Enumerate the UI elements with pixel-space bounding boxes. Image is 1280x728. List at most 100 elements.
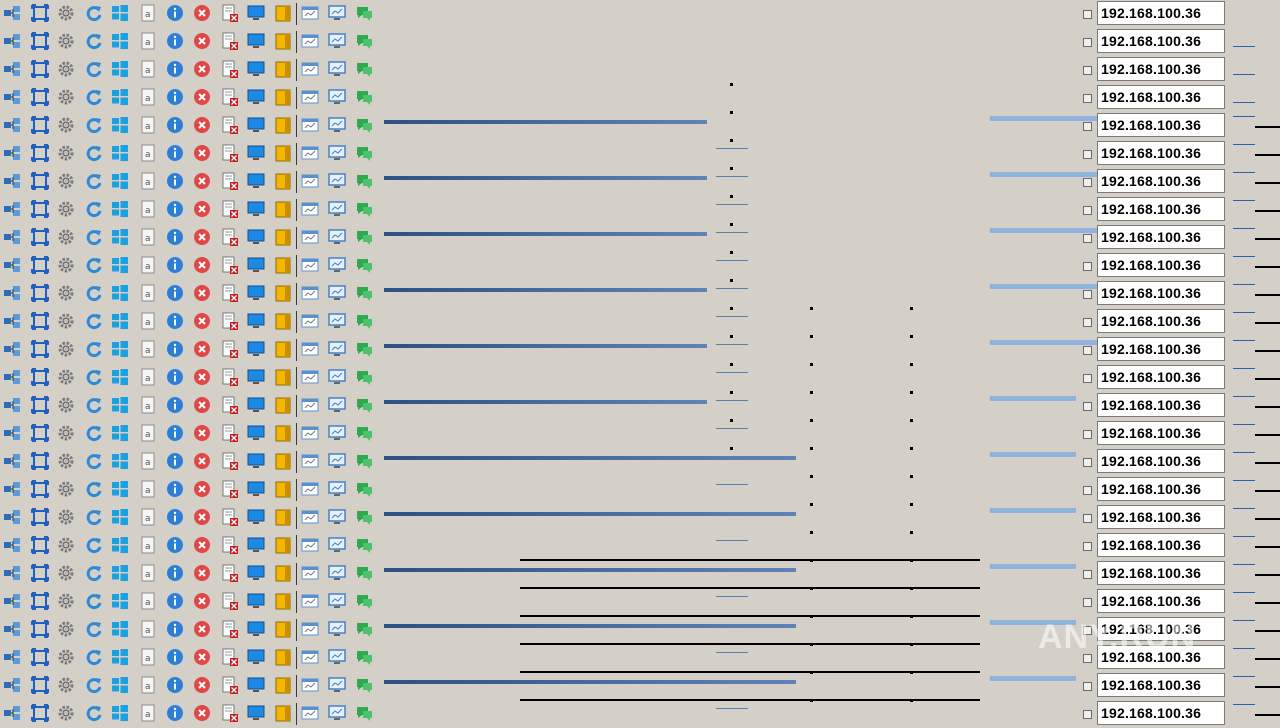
windows-logo-button[interactable] <box>109 30 131 52</box>
document-a-button[interactable]: a <box>137 114 159 136</box>
info-button[interactable] <box>164 506 186 528</box>
document-a-button[interactable]: a <box>137 646 159 668</box>
document-a-button[interactable]: a <box>137 142 159 164</box>
remove-file-button[interactable] <box>219 282 241 304</box>
network-connections-button[interactable] <box>1 366 23 388</box>
folder-yellow-button[interactable] <box>272 702 294 724</box>
close-red-button[interactable] <box>191 534 213 556</box>
remove-file-button[interactable] <box>219 58 241 80</box>
desktop-monitor-button[interactable] <box>326 30 348 52</box>
info-button[interactable] <box>164 310 186 332</box>
screen-capture-button[interactable] <box>29 2 51 24</box>
network-connections-button[interactable] <box>1 674 23 696</box>
ip-address-field[interactable]: 192.168.100.36 <box>1097 673 1225 697</box>
chat-bubble-button[interactable] <box>353 646 375 668</box>
screen-capture-button[interactable] <box>29 394 51 416</box>
folder-yellow-button[interactable] <box>272 198 294 220</box>
remove-file-button[interactable] <box>219 534 241 556</box>
close-red-button[interactable] <box>191 170 213 192</box>
network-connections-button[interactable] <box>1 562 23 584</box>
document-a-button[interactable]: a <box>137 226 159 248</box>
document-a-button[interactable]: a <box>137 30 159 52</box>
chat-bubble-button[interactable] <box>353 226 375 248</box>
chat-bubble-button[interactable] <box>353 366 375 388</box>
settings-gear-button[interactable] <box>55 114 77 136</box>
network-connections-button[interactable] <box>1 646 23 668</box>
ip-address-field[interactable]: 192.168.100.36 <box>1097 477 1225 501</box>
window-small-button[interactable] <box>296 142 321 165</box>
close-red-button[interactable] <box>191 422 213 444</box>
remove-file-button[interactable] <box>219 142 241 164</box>
ip-address-field[interactable]: 192.168.100.36 <box>1097 253 1225 277</box>
refresh-button[interactable] <box>83 394 105 416</box>
network-connections-button[interactable] <box>1 422 23 444</box>
screen-capture-button[interactable] <box>29 170 51 192</box>
close-red-button[interactable] <box>191 198 213 220</box>
document-a-button[interactable]: a <box>137 422 159 444</box>
refresh-button[interactable] <box>83 114 105 136</box>
chat-bubble-button[interactable] <box>353 114 375 136</box>
row-checkbox[interactable] <box>1083 682 1092 691</box>
document-a-button[interactable]: a <box>137 506 159 528</box>
ip-address-field[interactable]: 192.168.100.36 <box>1097 113 1225 137</box>
chat-bubble-button[interactable] <box>353 142 375 164</box>
settings-gear-button[interactable] <box>55 478 77 500</box>
info-button[interactable] <box>164 170 186 192</box>
monitor-button[interactable] <box>245 422 267 444</box>
info-button[interactable] <box>164 534 186 556</box>
windows-logo-button[interactable] <box>109 674 131 696</box>
chat-bubble-button[interactable] <box>353 58 375 80</box>
settings-gear-button[interactable] <box>55 590 77 612</box>
row-checkbox[interactable] <box>1083 206 1092 215</box>
folder-yellow-button[interactable] <box>272 618 294 640</box>
refresh-button[interactable] <box>83 282 105 304</box>
desktop-monitor-button[interactable] <box>326 590 348 612</box>
chat-bubble-button[interactable] <box>353 618 375 640</box>
monitor-button[interactable] <box>245 142 267 164</box>
chat-bubble-button[interactable] <box>353 534 375 556</box>
screen-capture-button[interactable] <box>29 226 51 248</box>
windows-logo-button[interactable] <box>109 86 131 108</box>
ip-address-field[interactable]: 192.168.100.36 <box>1097 393 1225 417</box>
windows-logo-button[interactable] <box>109 226 131 248</box>
info-button[interactable] <box>164 618 186 640</box>
ip-address-field[interactable]: 192.168.100.36 <box>1097 29 1225 53</box>
folder-yellow-button[interactable] <box>272 2 294 24</box>
desktop-monitor-button[interactable] <box>326 506 348 528</box>
folder-yellow-button[interactable] <box>272 590 294 612</box>
settings-gear-button[interactable] <box>55 58 77 80</box>
refresh-button[interactable] <box>83 674 105 696</box>
settings-gear-button[interactable] <box>55 562 77 584</box>
folder-yellow-button[interactable] <box>272 674 294 696</box>
remove-file-button[interactable] <box>219 86 241 108</box>
row-checkbox[interactable] <box>1083 430 1092 439</box>
screen-capture-button[interactable] <box>29 282 51 304</box>
refresh-button[interactable] <box>83 702 105 724</box>
row-checkbox[interactable] <box>1083 374 1092 383</box>
ip-address-field[interactable]: 192.168.100.36 <box>1097 309 1225 333</box>
screen-capture-button[interactable] <box>29 562 51 584</box>
remove-file-button[interactable] <box>219 170 241 192</box>
folder-yellow-button[interactable] <box>272 254 294 276</box>
chat-bubble-button[interactable] <box>353 310 375 332</box>
folder-yellow-button[interactable] <box>272 534 294 556</box>
window-small-button[interactable] <box>296 562 321 585</box>
network-connections-button[interactable] <box>1 506 23 528</box>
window-small-button[interactable] <box>296 2 321 25</box>
remove-file-button[interactable] <box>219 366 241 388</box>
ip-address-field[interactable]: 192.168.100.36 <box>1097 337 1225 361</box>
window-small-button[interactable] <box>296 590 321 613</box>
settings-gear-button[interactable] <box>55 450 77 472</box>
settings-gear-button[interactable] <box>55 534 77 556</box>
monitor-button[interactable] <box>245 282 267 304</box>
info-button[interactable] <box>164 646 186 668</box>
chat-bubble-button[interactable] <box>353 562 375 584</box>
window-small-button[interactable] <box>296 226 321 249</box>
row-checkbox[interactable] <box>1083 318 1092 327</box>
row-checkbox[interactable] <box>1083 38 1092 47</box>
chat-bubble-button[interactable] <box>353 394 375 416</box>
close-red-button[interactable] <box>191 590 213 612</box>
close-red-button[interactable] <box>191 86 213 108</box>
remove-file-button[interactable] <box>219 646 241 668</box>
row-checkbox[interactable] <box>1083 150 1092 159</box>
